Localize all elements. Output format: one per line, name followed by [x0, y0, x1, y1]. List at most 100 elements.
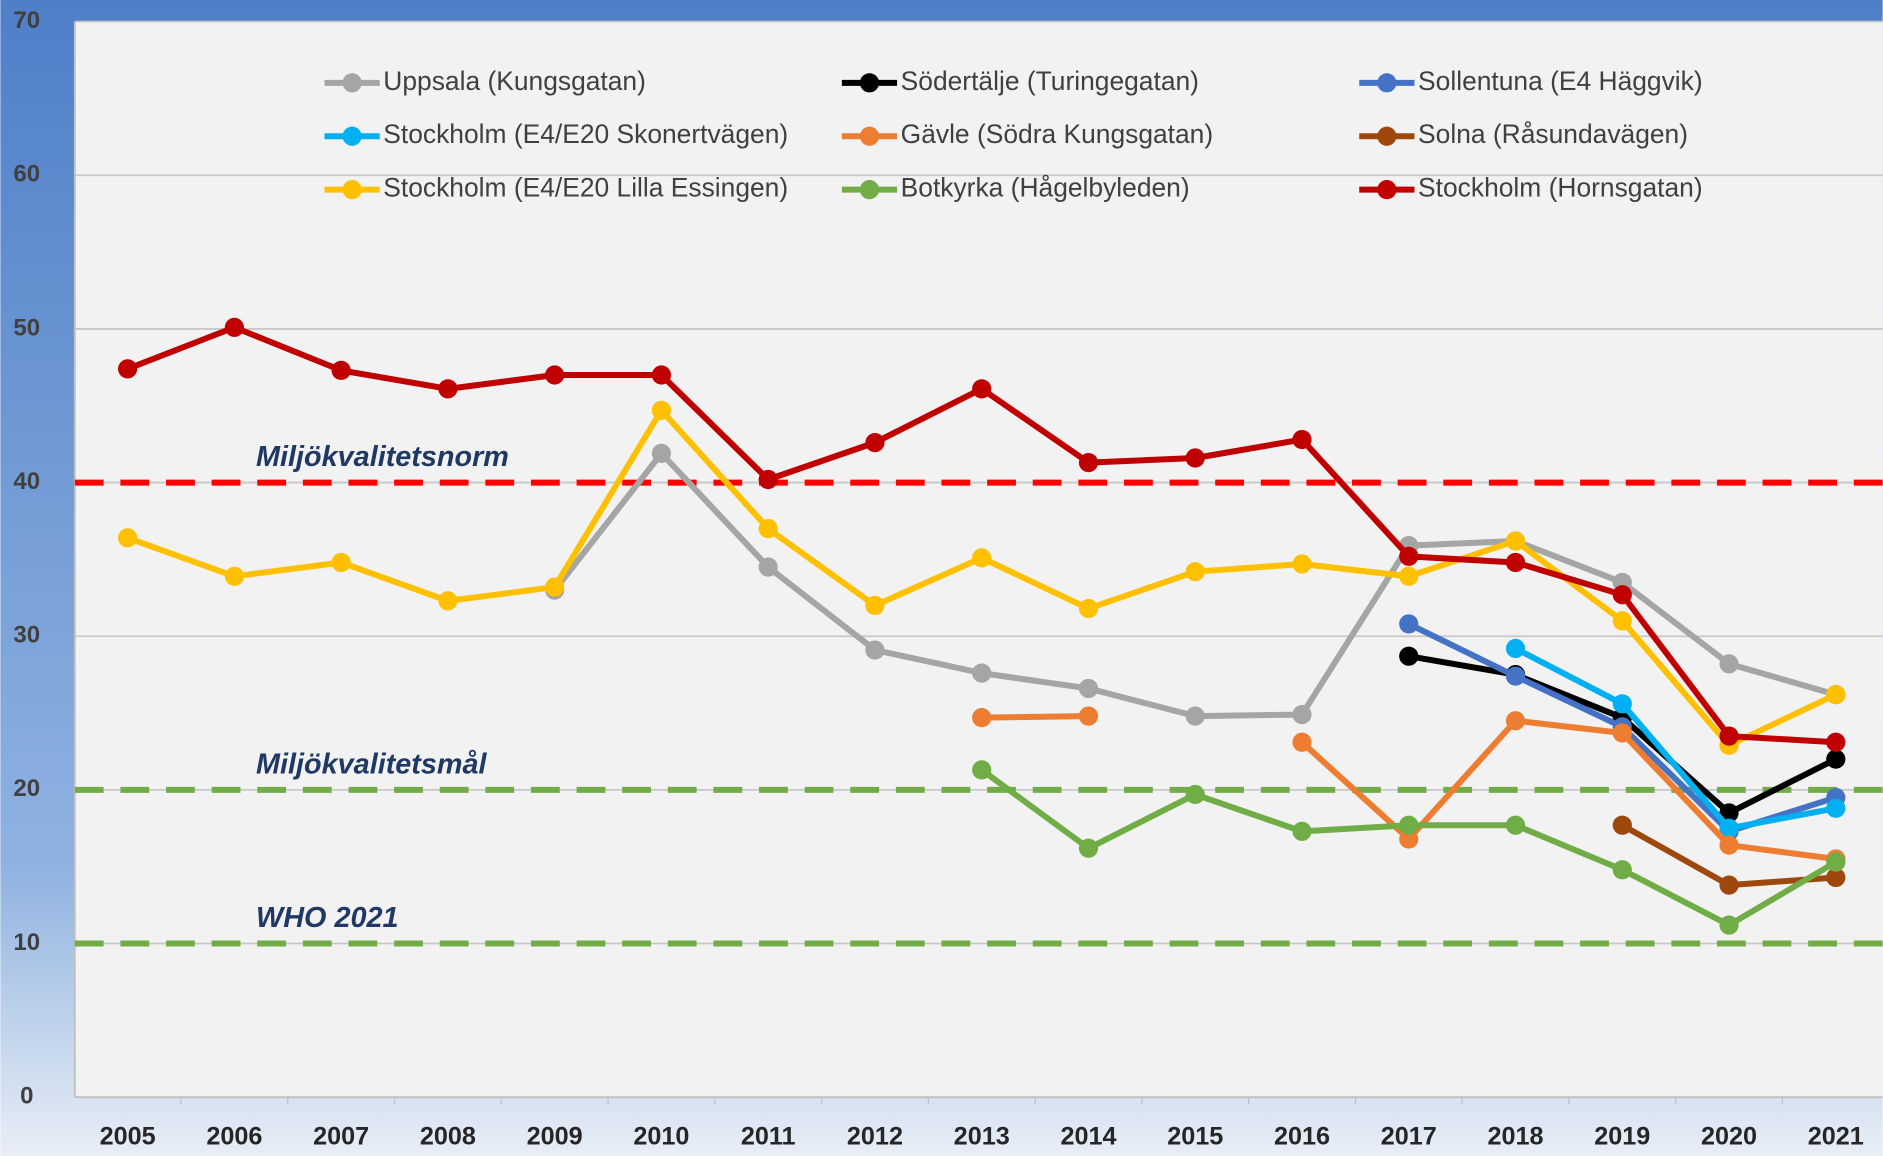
data-point [865, 433, 885, 453]
data-point [224, 317, 244, 337]
legend-marker [342, 126, 362, 146]
legend-marker [342, 180, 362, 200]
data-point [1185, 784, 1205, 805]
data-point [1612, 585, 1632, 605]
x-tick-label: 2010 [633, 1123, 689, 1151]
data-point [1719, 803, 1739, 823]
x-tick-label: 2013 [954, 1123, 1010, 1151]
legend-marker [859, 73, 880, 93]
data-point [1505, 552, 1526, 573]
x-tick-label: 2016 [1274, 1123, 1330, 1151]
data-point [1612, 694, 1632, 714]
data-point [438, 591, 458, 611]
x-tick-label: 2005 [100, 1123, 156, 1151]
data-point [865, 640, 885, 660]
data-point [1078, 598, 1099, 619]
data-point [1826, 852, 1846, 872]
x-tick-label: 2011 [741, 1123, 796, 1151]
legend-label: Stockholm (E4/E20 Skonertvägen) [383, 119, 788, 149]
data-point [758, 557, 778, 577]
legend-label: Uppsala (Kungsgatan) [383, 66, 646, 96]
data-point [1719, 654, 1739, 674]
data-point [545, 365, 565, 385]
legend-label: Stockholm (Hornsgatan) [1418, 173, 1703, 203]
data-point [1505, 711, 1526, 731]
x-tick-label: 2012 [847, 1123, 903, 1151]
data-point [1292, 704, 1312, 725]
data-point [1826, 798, 1846, 818]
legend-label: Sollentuna (E4 Häggvik) [1418, 66, 1703, 96]
data-point [1185, 562, 1205, 582]
data-point [438, 379, 458, 399]
data-point [1078, 678, 1099, 699]
data-point [118, 528, 138, 548]
data-point [972, 548, 992, 568]
data-point [1612, 860, 1632, 880]
data-point [651, 443, 672, 463]
data-point [1826, 685, 1846, 705]
x-tick-label: 2021 [1808, 1123, 1864, 1151]
data-point [1612, 815, 1632, 835]
series-line [981, 713, 1837, 862]
data-point [1078, 452, 1099, 473]
reference-label: WHO 2021 [256, 902, 398, 934]
legend-marker [342, 73, 362, 93]
data-point [1612, 611, 1632, 631]
data-point [545, 577, 565, 597]
data-point [331, 552, 351, 573]
data-point [1185, 448, 1205, 468]
legend-marker [859, 126, 880, 146]
data-point [1185, 706, 1205, 726]
data-point [1719, 875, 1739, 895]
x-tick-label: 2015 [1167, 1123, 1223, 1151]
y-tick-label: 10 [13, 929, 40, 956]
y-tick-label: 60 [13, 161, 40, 188]
reference-label: Miljökvalitetsmål [256, 748, 487, 780]
legend-marker [1377, 73, 1397, 93]
data-point [1719, 818, 1739, 838]
data-point [758, 469, 778, 490]
y-tick-label: 20 [13, 775, 40, 802]
x-tick-label: 2017 [1381, 1123, 1437, 1151]
y-tick-label: 70 [13, 7, 40, 34]
data-point [865, 595, 885, 616]
data-point [651, 400, 672, 420]
data-point [1399, 646, 1419, 666]
data-point [1078, 706, 1099, 726]
x-tick-label: 2008 [420, 1123, 476, 1151]
data-point [972, 760, 992, 780]
data-point [224, 566, 244, 586]
x-tick-label: 2018 [1488, 1123, 1544, 1151]
y-tick-label: 40 [13, 468, 40, 495]
data-point [1292, 429, 1312, 450]
data-point [1399, 546, 1419, 566]
x-tick-label: 2009 [527, 1123, 583, 1151]
data-point [1719, 915, 1739, 935]
data-point [972, 379, 992, 399]
data-point [1399, 815, 1419, 835]
data-point [651, 365, 672, 385]
x-tick-label: 2014 [1060, 1123, 1116, 1151]
series-line [1514, 645, 1837, 832]
data-point [1826, 867, 1846, 888]
data-point [1505, 531, 1526, 551]
legend-marker [859, 180, 880, 200]
y-tick-label: 0 [20, 1083, 33, 1110]
data-point [118, 359, 138, 379]
data-point [1399, 566, 1419, 586]
legend-label: Stockholm (E4/E20 Lilla Essingen) [383, 173, 788, 203]
legend-label: Botkyrka (Hågelbyleden) [901, 173, 1190, 203]
reference-label: Miljökvalitetsnorm [256, 441, 509, 473]
data-point [1826, 732, 1846, 752]
data-point [1078, 838, 1099, 858]
data-point [1719, 726, 1739, 746]
x-tick-label: 2007 [313, 1123, 369, 1151]
data-point [1505, 815, 1526, 835]
data-point [1399, 829, 1419, 849]
legend-label: Gävle (Södra Kungsgatan) [901, 119, 1213, 149]
y-tick-label: 30 [13, 622, 40, 649]
data-point [1292, 732, 1312, 752]
data-point [1719, 835, 1739, 855]
